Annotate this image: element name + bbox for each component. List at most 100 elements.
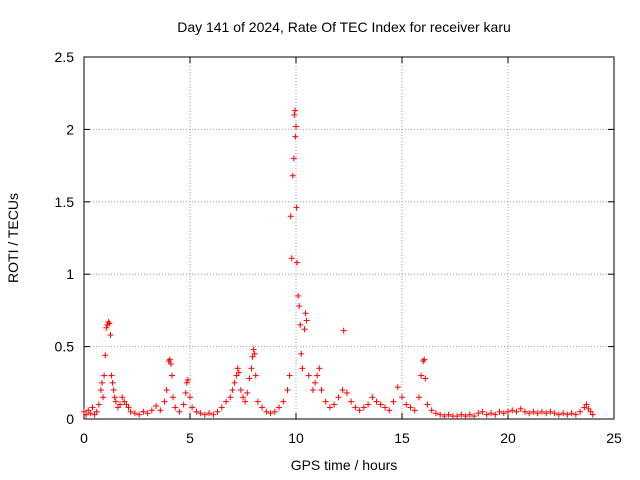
data-point	[248, 365, 255, 372]
data-point	[316, 365, 323, 372]
data-point	[505, 408, 511, 415]
y-tick-label: 0	[66, 411, 74, 427]
data-point	[290, 155, 297, 162]
data-point	[521, 408, 528, 415]
data-point	[83, 411, 90, 418]
data-point	[454, 413, 461, 420]
data-point	[251, 350, 258, 357]
data-point	[144, 410, 151, 417]
data-point	[373, 398, 380, 405]
data-point	[513, 408, 520, 415]
data-point	[252, 372, 259, 379]
data-point	[106, 320, 113, 327]
data-point	[301, 326, 308, 333]
data-point	[102, 352, 109, 359]
data-point	[100, 394, 107, 401]
data-point	[140, 408, 147, 415]
data-point	[335, 394, 342, 401]
data-point	[331, 401, 338, 408]
data-point	[111, 394, 118, 401]
data-point	[176, 408, 183, 415]
y-tick-labels: 0 0.5 1 1.5 2 2.5	[55, 49, 75, 427]
data-point	[560, 410, 567, 417]
data-point	[572, 411, 579, 418]
data-point	[271, 408, 278, 415]
data-point	[343, 389, 350, 396]
data-point	[246, 375, 253, 382]
x-tick-labels: 0 5 10 15 20 25	[80, 430, 622, 446]
y-tick-label: 2	[66, 121, 74, 137]
data-point	[297, 321, 304, 328]
data-point	[87, 410, 94, 417]
data-point	[365, 401, 372, 408]
data-point	[314, 372, 321, 379]
data-point	[421, 356, 428, 363]
data-point	[407, 404, 414, 411]
data-point	[583, 401, 590, 408]
data-point	[394, 384, 401, 391]
data-point	[483, 411, 490, 418]
data-point	[382, 404, 389, 411]
data-point	[360, 404, 367, 411]
grid-lines	[84, 57, 614, 419]
data-point	[223, 398, 230, 405]
data-point	[292, 133, 299, 140]
data-point	[97, 387, 104, 394]
y-axis-label: ROTI / TECUs	[5, 193, 21, 283]
data-point	[163, 387, 170, 394]
data-point	[214, 408, 221, 415]
data-point	[286, 372, 293, 379]
data-point	[418, 372, 425, 379]
data-point	[201, 411, 208, 418]
data-point	[112, 398, 119, 405]
data-point	[240, 394, 246, 401]
data-point	[293, 204, 300, 211]
x-tick-label: 15	[394, 430, 410, 446]
axis-ticks	[83, 56, 615, 420]
data-point	[517, 405, 524, 412]
data-point	[170, 394, 177, 401]
data-point	[101, 372, 108, 379]
data-point	[259, 404, 266, 411]
data-point	[534, 410, 541, 417]
data-point	[509, 407, 516, 414]
data-point	[119, 394, 126, 401]
data-point	[168, 372, 175, 379]
data-point	[420, 358, 427, 365]
y-tick-label: 2.5	[55, 49, 75, 65]
data-point	[172, 404, 179, 411]
data-point	[305, 372, 312, 379]
data-point	[291, 111, 298, 118]
data-point	[543, 410, 550, 417]
x-tick-label: 5	[186, 430, 194, 446]
data-point	[287, 213, 294, 220]
data-point	[180, 401, 187, 408]
data-point	[284, 387, 291, 394]
data-point	[148, 407, 155, 414]
y-tick-label: 0.5	[55, 339, 75, 355]
data-point	[161, 398, 168, 405]
data-point	[109, 379, 116, 386]
data-point	[577, 408, 584, 415]
data-point	[356, 407, 363, 414]
data-point	[127, 408, 134, 415]
data-point	[589, 411, 596, 418]
data-point	[267, 410, 274, 417]
data-point	[189, 404, 196, 411]
data-point	[182, 389, 189, 396]
data-point	[403, 401, 410, 408]
data-point	[93, 408, 100, 415]
data-point	[303, 317, 310, 324]
data-point	[263, 408, 270, 415]
data-point	[348, 398, 355, 405]
data-point	[95, 401, 102, 408]
data-point	[299, 365, 306, 372]
data-point	[206, 410, 213, 417]
data-point	[291, 107, 298, 114]
data-point	[125, 404, 132, 411]
data-point	[445, 411, 452, 418]
data-point	[294, 259, 301, 266]
data-point	[551, 410, 558, 417]
data-point	[183, 379, 190, 386]
data-point	[564, 411, 571, 418]
